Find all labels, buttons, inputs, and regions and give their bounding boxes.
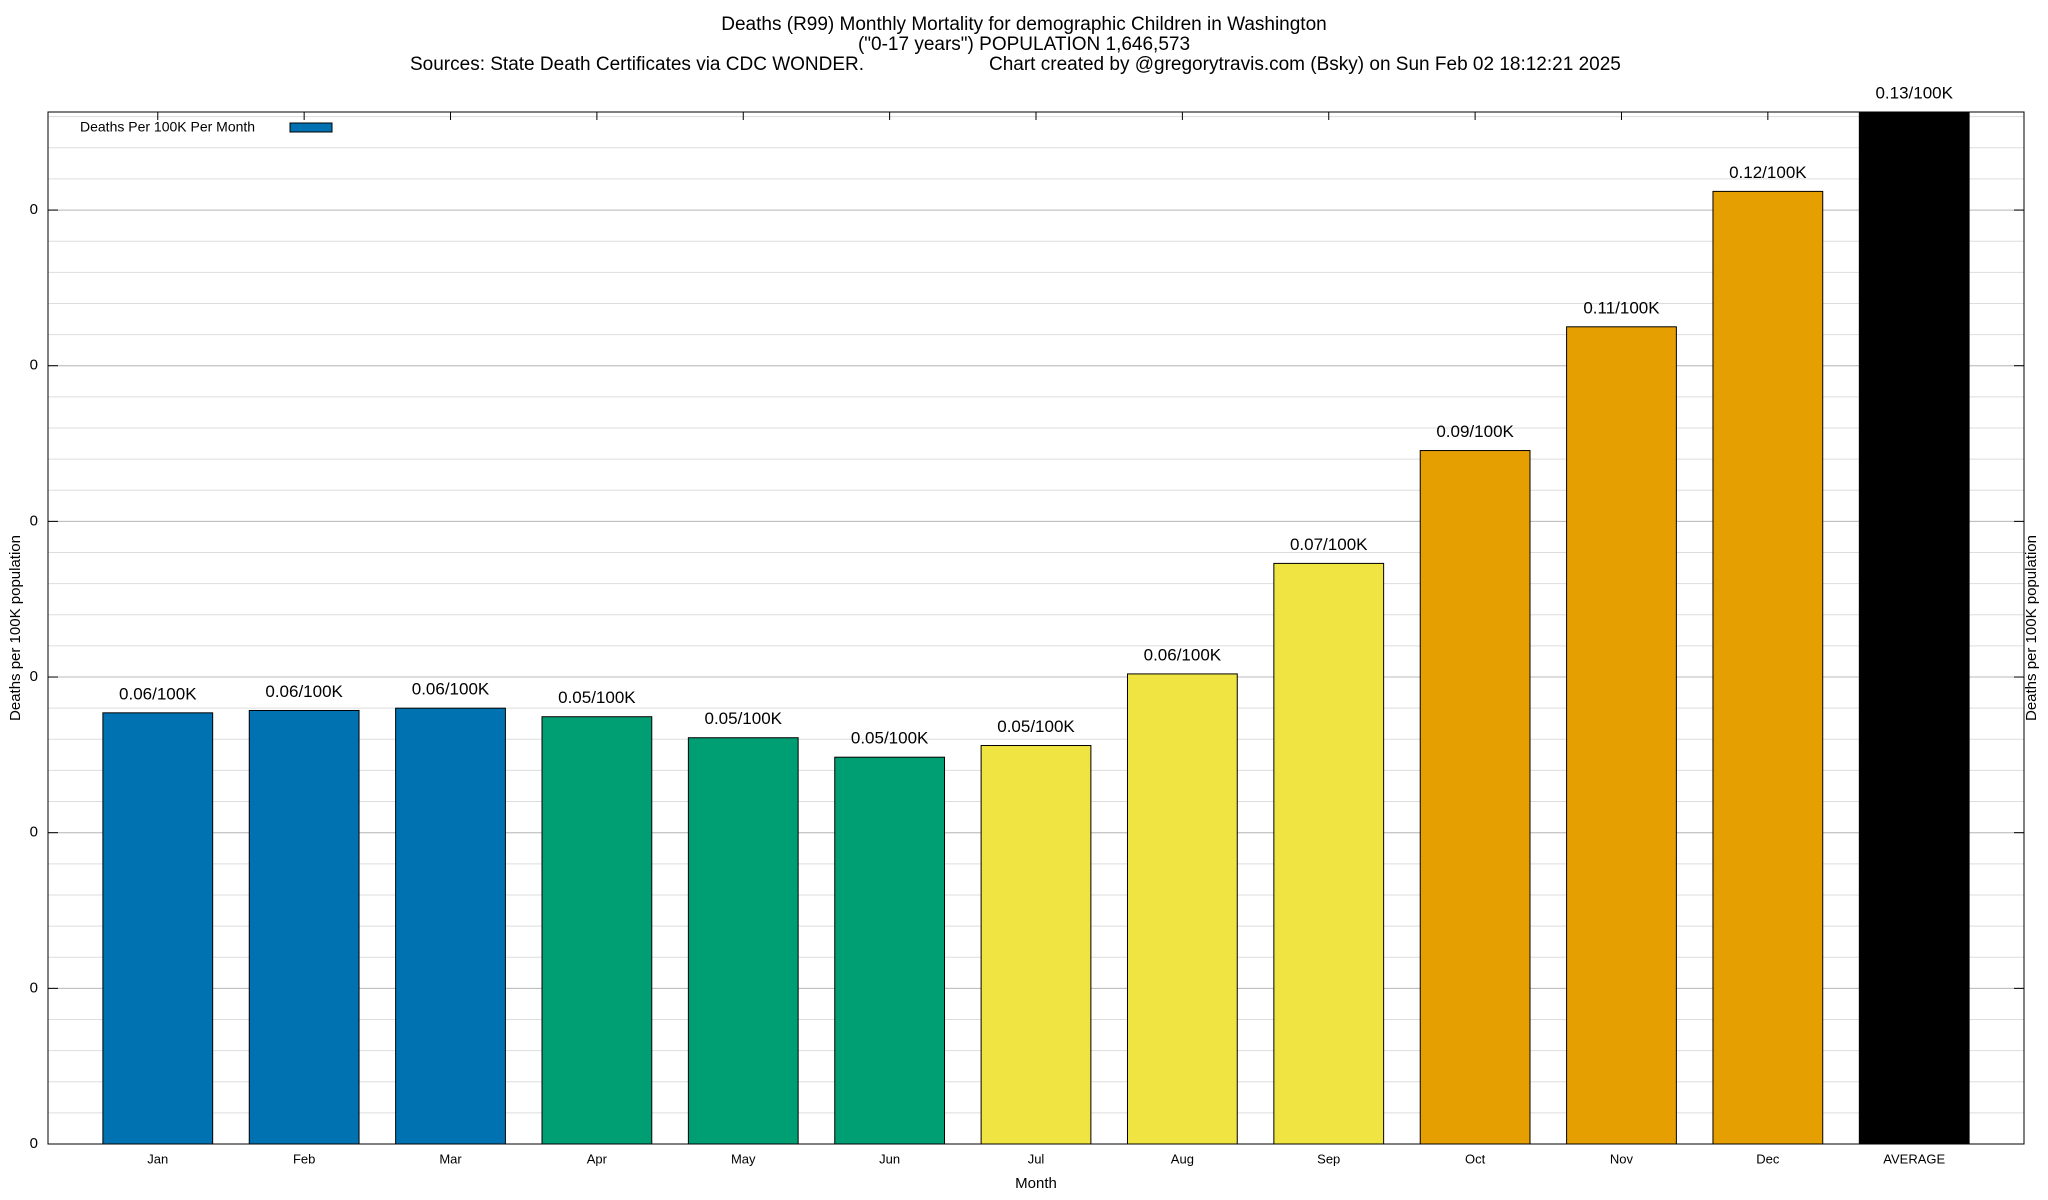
legend-label: Deaths Per 100K Per Month xyxy=(80,119,255,135)
bar xyxy=(1273,562,1385,1145)
value-label: 0.07/100K xyxy=(1290,535,1368,554)
bar xyxy=(1858,111,1970,1145)
sources: Sources: State Death Certificates via CD… xyxy=(410,54,864,75)
x-tick-label: Jul xyxy=(1028,1151,1045,1166)
value-label: 0.06/100K xyxy=(265,682,343,701)
bar xyxy=(1419,450,1531,1145)
bar xyxy=(1712,190,1824,1145)
y-tick-label: 0 xyxy=(30,668,38,685)
y-tick-label: 0 xyxy=(30,201,38,218)
y-tick-label: 0 xyxy=(30,824,38,841)
bar xyxy=(541,716,653,1145)
x-tick-label: Nov xyxy=(1610,1151,1634,1166)
value-label: 0.12/100K xyxy=(1729,163,1807,182)
x-tick-label: Oct xyxy=(1465,1151,1486,1166)
x-tick-label: Aug xyxy=(1171,1151,1194,1166)
bar xyxy=(980,745,1092,1145)
value-label: 0.06/100K xyxy=(1144,645,1222,664)
value-label: 0.06/100K xyxy=(119,684,197,703)
plot-frame xyxy=(47,111,2025,1145)
x-tick-label: May xyxy=(731,1151,756,1166)
x-tick-label: Apr xyxy=(587,1151,608,1166)
bar xyxy=(834,756,946,1145)
x-tick-label: Feb xyxy=(293,1151,315,1166)
bar xyxy=(1126,673,1238,1145)
value-label: 0.09/100K xyxy=(1436,422,1514,441)
x-tick-label: Sep xyxy=(1317,1151,1340,1166)
y-tick-label: 0 xyxy=(30,512,38,529)
x-tick-label: Jun xyxy=(879,1151,900,1166)
x-tick-label: Jan xyxy=(147,1151,168,1166)
chart-subtitle: ("0-17 years") POPULATION 1,646,573 xyxy=(858,34,1190,55)
value-label: 0.05/100K xyxy=(851,729,929,748)
value-label: 0.05/100K xyxy=(705,709,783,728)
value-label: 0.11/100K xyxy=(1583,298,1660,317)
bar xyxy=(687,737,799,1145)
bar xyxy=(395,707,506,1145)
value-label: 0.05/100K xyxy=(558,688,636,707)
value-label: 0.05/100K xyxy=(997,717,1075,736)
y-tick-label: 0 xyxy=(30,979,38,996)
bar xyxy=(248,709,360,1145)
x-axis-label: Month xyxy=(1015,1175,1057,1192)
y2-axis-label: Deaths per 100K population xyxy=(2023,535,2040,721)
value-label: 0.06/100K xyxy=(412,680,490,699)
credit: Chart created by @gregorytravis.com (Bsk… xyxy=(989,54,1621,75)
value-label: 0.13/100K xyxy=(1875,83,1953,102)
chart-title: Deaths (R99) Monthly Mortality for demog… xyxy=(721,14,1326,35)
y-axis-label: Deaths per 100K population xyxy=(7,535,24,721)
x-tick-label: Dec xyxy=(1756,1151,1780,1166)
bar xyxy=(1566,326,1677,1145)
y-tick-label: 0 xyxy=(30,1135,38,1152)
y-tick-label: 0 xyxy=(30,357,38,374)
legend-swatch xyxy=(289,122,333,133)
x-tick-label: Mar xyxy=(439,1151,462,1166)
x-tick-label: AVERAGE xyxy=(1883,1151,1945,1166)
bar xyxy=(102,712,214,1145)
